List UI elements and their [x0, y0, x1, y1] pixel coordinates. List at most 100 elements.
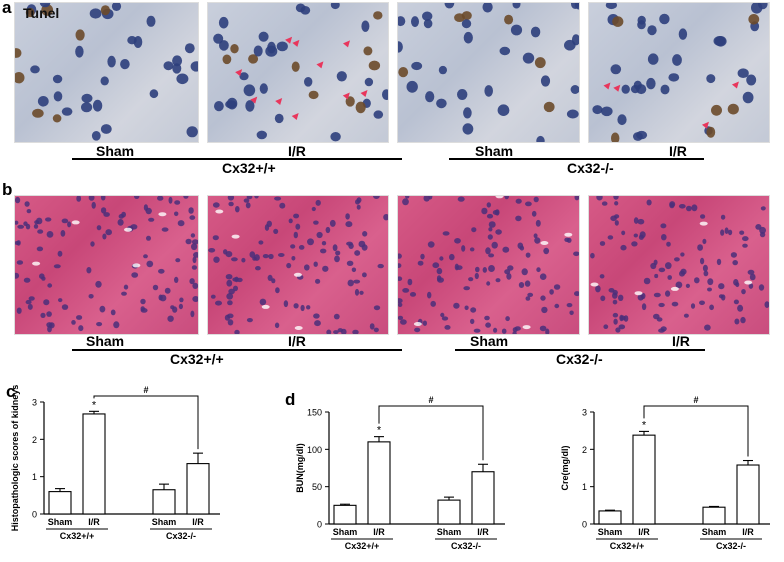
arrowhead-marker: [235, 69, 243, 77]
nucleus: [612, 312, 619, 318]
nucleus: [471, 227, 477, 233]
nucleus: [172, 63, 182, 74]
nucleus: [737, 304, 744, 312]
a-ko-sham-label: Sham: [475, 143, 514, 159]
nucleus: [37, 229, 44, 234]
b-wt-ir-label: I/R: [288, 333, 306, 349]
nucleus: [495, 278, 501, 283]
nucleus: [26, 209, 32, 214]
nucleus: [262, 254, 269, 259]
nucleus: [501, 328, 507, 334]
nucleus: [362, 231, 368, 237]
nucleus: [52, 74, 63, 84]
nucleus: [702, 238, 707, 245]
b-ko-ir-label: I/R: [672, 333, 690, 349]
nucleus: [462, 123, 474, 135]
nucleus: [409, 292, 417, 297]
nucleus: [569, 310, 574, 316]
nucleus: [442, 231, 450, 236]
category-label: I/R: [477, 527, 489, 537]
nucleus: [621, 230, 626, 236]
nucleus: [464, 305, 469, 311]
nucleus: [764, 301, 769, 308]
nucleus: [265, 45, 278, 57]
nucleus: [600, 295, 606, 302]
nucleus: [758, 3, 768, 10]
nucleus: [610, 215, 617, 222]
category-label: I/R: [742, 527, 754, 537]
lumen-space: [294, 326, 303, 330]
nucleus: [554, 303, 560, 309]
nucleus: [235, 206, 240, 213]
nucleus: [192, 282, 198, 289]
nucleus: [274, 113, 284, 124]
nucleus: [633, 233, 638, 238]
nucleus: [248, 54, 259, 64]
nucleus: [659, 13, 670, 25]
nucleus: [76, 196, 82, 202]
arrowhead-marker: [316, 61, 324, 69]
nucleus: [311, 206, 316, 212]
nucleus: [454, 263, 459, 271]
nucleus: [740, 316, 746, 324]
nucleus: [358, 240, 366, 248]
nucleus: [234, 329, 240, 334]
bar: [437, 499, 461, 525]
nucleus: [149, 89, 159, 99]
nucleus: [668, 73, 680, 82]
nucleus: [646, 77, 656, 90]
nucleus: [732, 260, 738, 266]
nucleus: [41, 276, 46, 281]
nucleus: [355, 199, 360, 205]
nucleus: [152, 284, 159, 291]
nucleus: [475, 266, 480, 273]
nucleus: [174, 276, 179, 283]
nucleus: [308, 90, 319, 100]
nucleus: [102, 233, 107, 240]
nucleus: [81, 93, 93, 103]
nucleus: [193, 252, 198, 258]
nucleus: [425, 91, 435, 103]
nucleus: [345, 221, 353, 228]
nucleus: [214, 101, 224, 112]
nucleus: [227, 319, 234, 326]
nucleus: [273, 228, 279, 234]
nucleus: [595, 285, 601, 293]
nucleus: [398, 253, 402, 259]
nucleus: [574, 291, 579, 297]
bar: [333, 504, 357, 525]
nucleus: [570, 85, 579, 94]
nucleus: [486, 202, 491, 208]
nucleus: [481, 207, 488, 215]
nucleus: [226, 279, 233, 287]
nucleus: [190, 310, 195, 318]
nucleus: [346, 260, 354, 266]
nucleus: [502, 246, 510, 253]
nucleus: [99, 305, 106, 313]
nucleus: [143, 254, 148, 259]
nucleus: [118, 214, 125, 219]
nucleus: [53, 264, 61, 269]
nucleus: [549, 289, 554, 295]
nucleus: [457, 89, 468, 100]
nucleus: [405, 196, 410, 199]
nucleus: [759, 226, 766, 234]
nucleus: [363, 46, 373, 56]
nucleus: [293, 213, 300, 219]
nucleus: [423, 196, 430, 202]
nucleus: [130, 224, 138, 230]
nucleus: [76, 315, 83, 320]
nucleus: [117, 219, 124, 226]
nucleus: [398, 263, 402, 268]
nucleus: [491, 241, 498, 249]
nucleus: [654, 273, 659, 279]
nucleus: [599, 241, 606, 246]
nucleus: [436, 267, 443, 275]
lumen-space: [132, 263, 141, 268]
lumen-space: [744, 280, 753, 285]
nucleus: [665, 262, 672, 270]
nucleus: [223, 249, 228, 255]
nucleus: [140, 306, 145, 312]
nucleus: [398, 276, 403, 281]
nucleus: [697, 244, 703, 251]
